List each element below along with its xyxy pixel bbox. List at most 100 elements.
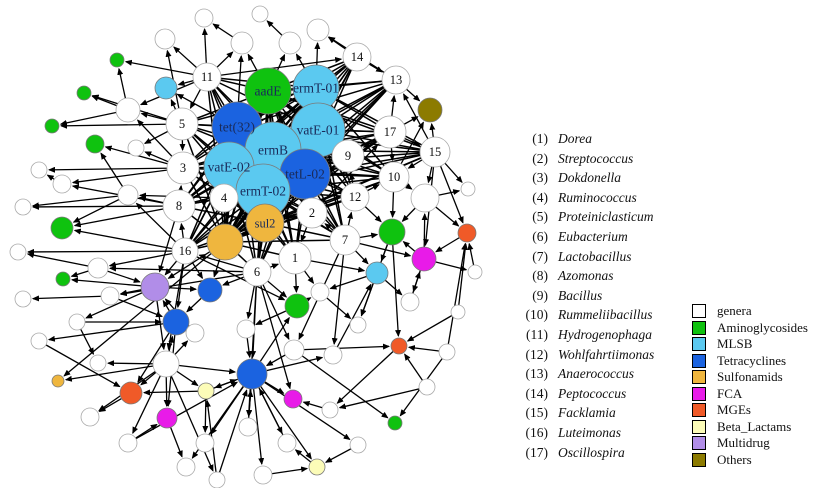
network-edge xyxy=(31,295,111,302)
color-legend-item: Multidrug xyxy=(692,435,808,452)
color-legend-swatch-ami xyxy=(692,320,706,335)
genus-legend-name: Streptococcus xyxy=(558,150,634,166)
network-edge xyxy=(71,167,184,185)
network-node-w14 xyxy=(87,257,109,279)
network-node-g13 xyxy=(381,65,411,95)
color-legend-item: Tetracyclines xyxy=(692,353,808,370)
network-node-w1 xyxy=(194,8,214,28)
network-node-w13 xyxy=(9,243,27,261)
genus-legend-item: (7) Lactobacillus xyxy=(512,247,654,267)
network-node-w40 xyxy=(236,319,256,339)
network-edge xyxy=(26,252,99,269)
network-node-g10 xyxy=(378,161,410,193)
genus-number-label: 15 xyxy=(429,145,442,159)
genus-legend-item: (6) Eubacterium xyxy=(512,227,654,247)
genus-number-label: 12 xyxy=(349,190,362,204)
genus-legend-name: Ruminococcus xyxy=(558,189,637,205)
network-node-g17 xyxy=(373,115,407,149)
network-node-g3 xyxy=(166,151,200,185)
network-edge xyxy=(47,321,177,342)
network-node-w28 xyxy=(323,345,343,365)
network-node-grn6 xyxy=(85,134,105,154)
genus-legend-number: (12) xyxy=(525,346,549,362)
network-edge xyxy=(406,311,459,342)
network-node-w24 xyxy=(277,433,297,453)
genus-legend-item: (12) Wohlfahrtiimonas xyxy=(512,345,655,365)
color-legend-item: Others xyxy=(692,452,808,469)
network-node-g7 xyxy=(329,224,361,256)
genus-legend-number: (8) xyxy=(532,268,548,284)
network-node-w11 xyxy=(52,174,72,194)
color-legend-item: Beta_Lactams xyxy=(692,419,808,436)
network-node-w15 xyxy=(100,286,120,306)
network-node-grn2 xyxy=(284,293,310,319)
network-node-g1 xyxy=(278,241,312,275)
genus-legend-item: (17) Oscillospira xyxy=(512,443,654,463)
network-node-blu3 xyxy=(236,358,268,390)
network-node-grn7 xyxy=(50,216,74,240)
network-edge xyxy=(127,381,239,444)
network-node-mge3 xyxy=(390,337,408,355)
network-node-mag1 xyxy=(411,246,437,272)
color-legend-item: FCA xyxy=(692,386,808,403)
network-node-grn1 xyxy=(378,218,406,246)
genus-legend-item: (8) Azomonas xyxy=(512,266,654,286)
network-node-mge1 xyxy=(457,223,477,243)
color-legend-swatch-sul xyxy=(692,370,706,385)
color-legend-swatch-beta xyxy=(692,419,706,434)
network-edge xyxy=(224,196,356,243)
network-node-pur1 xyxy=(140,272,170,302)
genus-legend-number: (1) xyxy=(532,131,548,146)
network-edge xyxy=(26,248,186,255)
network-edge xyxy=(47,166,184,173)
network-node-w2 xyxy=(154,28,176,50)
genus-legend-name: Dokdonella xyxy=(558,170,621,186)
color-legend-label: Aminoglycosides xyxy=(717,319,808,335)
genus-legend-name: Hydrogenophaga xyxy=(558,326,652,342)
color-legend-swatch-gen xyxy=(692,304,706,319)
color-legend-label: genera xyxy=(717,303,752,319)
genus-legend-name: Anaerococcus xyxy=(558,366,634,382)
genus-legend-item: (14) Peptococcus xyxy=(512,384,654,404)
network-edge xyxy=(206,56,343,78)
genus-legend-number: (13) xyxy=(525,366,549,382)
color-legend-label: MLSB xyxy=(717,336,753,352)
arg-node-label: ermT-02 xyxy=(240,184,286,199)
color-legend-item: Aminoglycosides xyxy=(692,320,808,337)
genus-legend-name: Rummeliibacillus xyxy=(558,307,653,323)
network-node-w9 xyxy=(30,161,48,179)
color-legend-swatch-fca xyxy=(692,386,706,401)
color-legend-item: Sulfonamids xyxy=(692,369,808,386)
network-node-grn4 xyxy=(76,85,92,101)
color-legend-swatch-multi xyxy=(692,436,706,451)
network-node-byl2 xyxy=(308,458,326,476)
color-legend: genera Aminoglycosides MLSB Tetracyclines Su… xyxy=(692,303,808,468)
genus-legend-number: (9) xyxy=(532,287,548,303)
network-node-sul2 xyxy=(245,203,285,243)
network-node-w25 xyxy=(321,401,339,419)
genus-legend-name: Luteimonas xyxy=(558,424,622,440)
network-node-w16 xyxy=(14,290,32,308)
network-node-g15 xyxy=(419,136,451,168)
network-node-w4 xyxy=(278,31,302,55)
genus-number-label: 4 xyxy=(221,191,228,205)
network-edge xyxy=(251,373,351,440)
genus-legend-number: (7) xyxy=(532,248,548,264)
genus-legend-item: (9) Bacillus xyxy=(512,286,654,306)
network-node-w19 xyxy=(118,433,138,453)
network-node-w3 xyxy=(230,31,254,55)
network-node-w42 xyxy=(68,313,86,331)
network-node-grn5 xyxy=(44,118,60,134)
network-edge xyxy=(73,205,180,228)
network-edge xyxy=(181,123,226,243)
genus-legend-item: (10) Rummeliibacillus xyxy=(512,305,654,325)
network-edge xyxy=(31,194,129,209)
genus-number-label: 7 xyxy=(342,233,348,247)
network-node-mag2 xyxy=(283,389,303,409)
network-node-g8 xyxy=(162,189,196,223)
genus-legend-name: Wohlfahrtiimonas xyxy=(558,346,655,362)
genus-legend-name: Bacillus xyxy=(558,287,603,303)
network-edge xyxy=(59,122,183,129)
arg-node-label: ermB xyxy=(258,143,288,158)
network-node-cyn2 xyxy=(365,261,389,285)
